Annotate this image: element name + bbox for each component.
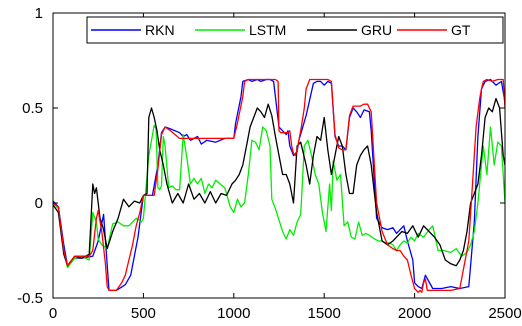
axis-ticks: 0 500 1000 1500 2000 2500 -0.5 0 0.5 1 [17, 5, 522, 322]
x-tick-label: 1000 [217, 305, 250, 322]
series-line-lstm [53, 124, 505, 269]
series-line-gru [53, 97, 505, 267]
legend: RKN LSTM GRU GT [86, 16, 504, 44]
legend-label-lstm: LSTM [249, 22, 286, 38]
y-tick-label: -0.5 [17, 290, 43, 307]
series-layer [53, 78, 505, 293]
plot-frame [52, 12, 506, 299]
series-line-gt [53, 78, 505, 293]
y-tick-label: 0 [35, 195, 43, 212]
x-tick-label: 500 [131, 305, 156, 322]
x-tick-label: 2500 [488, 305, 521, 322]
legend-label-rkn: RKN [145, 22, 175, 38]
x-tick-label: 0 [49, 305, 57, 322]
y-tick-label: 1 [35, 5, 43, 22]
x-tick-label: 1500 [308, 305, 341, 322]
x-tick-label: 2000 [398, 305, 431, 322]
legend-label-gt: GT [451, 22, 471, 38]
legend-label-gru: GRU [361, 22, 392, 38]
y-tick-label: 0.5 [22, 100, 43, 117]
